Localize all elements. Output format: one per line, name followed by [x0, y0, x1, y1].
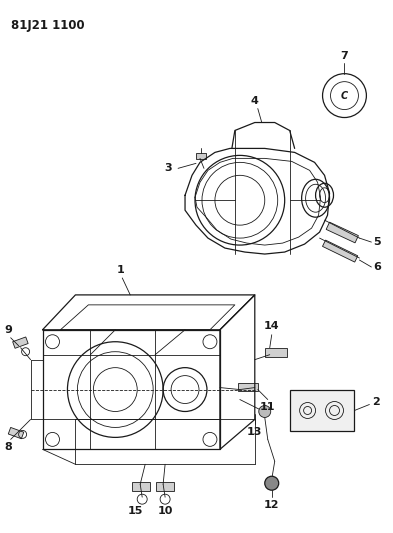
Text: 81J21 1100: 81J21 1100 [11, 19, 84, 32]
Text: 9: 9 [5, 325, 13, 335]
Text: 4: 4 [251, 95, 259, 106]
Bar [196, 154, 206, 159]
Bar [326, 222, 358, 243]
Text: 3: 3 [164, 163, 172, 173]
Text: 12: 12 [264, 500, 279, 510]
Bar [132, 482, 150, 491]
Text: 13: 13 [247, 427, 263, 438]
Text: 2: 2 [373, 397, 380, 407]
Text: 5: 5 [373, 237, 381, 247]
Text: C: C [341, 91, 348, 101]
Text: 6: 6 [373, 262, 381, 272]
Text: 8: 8 [5, 442, 13, 453]
Bar [323, 240, 358, 262]
Bar [156, 482, 174, 491]
Text: 10: 10 [158, 506, 173, 516]
Bar [8, 427, 24, 439]
Text: 15: 15 [128, 506, 143, 516]
Circle shape [265, 477, 279, 490]
Bar [238, 383, 258, 391]
Text: 11: 11 [260, 402, 275, 413]
Circle shape [259, 406, 271, 417]
Bar [13, 337, 28, 348]
Text: 1: 1 [116, 265, 124, 275]
Bar [265, 348, 286, 357]
Text: 14: 14 [264, 321, 279, 331]
Text: 7: 7 [341, 51, 348, 61]
Bar [290, 390, 354, 431]
